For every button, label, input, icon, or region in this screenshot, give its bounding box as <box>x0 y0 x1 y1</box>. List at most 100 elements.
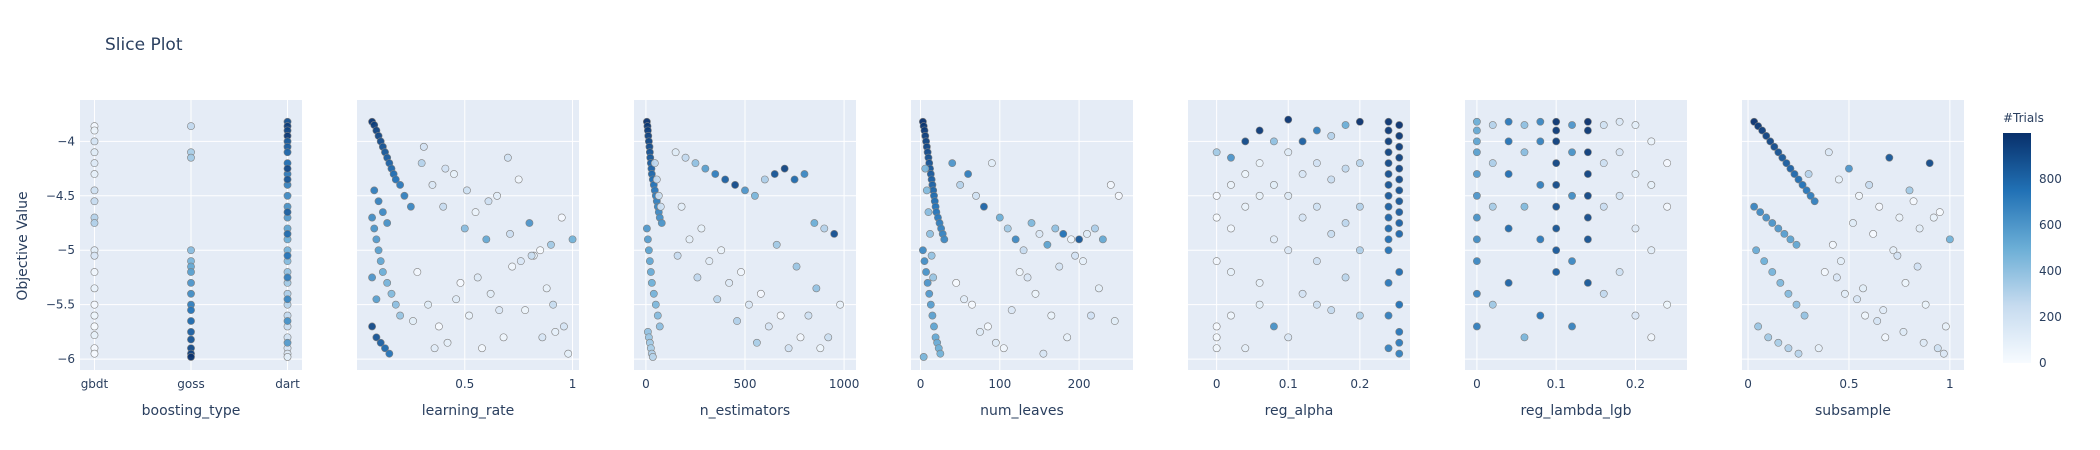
data-point <box>187 289 195 298</box>
data-point <box>976 327 984 336</box>
data-point <box>368 322 376 331</box>
subplot-n_estimators: 0 500 1000 n_estimators <box>634 100 859 419</box>
data-point <box>1631 121 1640 129</box>
data-point <box>1298 137 1307 146</box>
data-point <box>428 181 437 189</box>
data-point <box>1384 170 1393 178</box>
data-point <box>1384 181 1393 189</box>
data-point <box>923 279 932 287</box>
data-point <box>1941 322 1950 331</box>
data-point <box>1327 306 1336 315</box>
data-point <box>1504 224 1513 233</box>
data-point <box>764 322 773 331</box>
data-point <box>478 344 486 353</box>
data-point <box>1075 235 1083 244</box>
data-point <box>549 300 558 309</box>
data-point <box>1313 159 1321 168</box>
data-point <box>409 317 417 325</box>
data-point <box>745 300 753 309</box>
data-point <box>1007 306 1016 315</box>
data-point <box>772 240 781 249</box>
data-point <box>1647 181 1656 189</box>
data-point <box>1212 322 1221 331</box>
data-point <box>1774 148 1783 157</box>
data-point <box>187 353 195 361</box>
data-point <box>368 273 376 282</box>
data-point <box>1051 224 1060 233</box>
data-point <box>1384 159 1393 168</box>
x-axis-title: n_estimators <box>700 403 790 419</box>
data-point <box>424 300 433 309</box>
data-point <box>812 284 821 293</box>
data-point <box>1472 322 1481 331</box>
data-point <box>542 284 551 293</box>
data-point <box>960 295 969 304</box>
data-point <box>1384 311 1393 320</box>
data-point <box>1110 317 1119 325</box>
data-point <box>1853 295 1861 304</box>
data-point <box>387 289 396 298</box>
data-point <box>1806 191 1815 200</box>
subplot-reg_alpha: 0 0.1 0.2 reg_alpha <box>1188 100 1410 419</box>
data-point <box>1384 224 1393 233</box>
data-point <box>1810 197 1819 206</box>
data-point <box>1395 153 1404 162</box>
data-point <box>681 153 690 162</box>
data-point <box>1472 170 1481 178</box>
data-point <box>430 344 439 353</box>
colorbar-tick-label: 400 <box>2039 264 2062 278</box>
data-point <box>1768 268 1777 276</box>
data-point <box>1899 327 1908 336</box>
data-point <box>1828 240 1837 249</box>
data-point <box>1631 224 1640 233</box>
data-point <box>1313 202 1321 211</box>
data-point <box>1552 181 1561 189</box>
data-point <box>1663 202 1672 211</box>
data-point <box>1752 246 1761 255</box>
data-point <box>381 344 389 353</box>
data-point <box>1047 311 1056 320</box>
data-point <box>90 148 99 157</box>
data-point <box>376 338 385 347</box>
data-point <box>1536 311 1545 320</box>
data-point <box>1776 279 1785 287</box>
x-axis-title: boosting_type <box>142 403 241 419</box>
data-point <box>651 300 660 309</box>
data-point <box>721 175 730 184</box>
data-point <box>406 202 415 211</box>
data-point <box>187 153 195 162</box>
data-point <box>1395 132 1404 140</box>
y-tick-label: −5.5 <box>46 298 75 312</box>
data-point <box>713 295 722 304</box>
data-point <box>1114 191 1123 200</box>
data-point <box>1913 262 1922 271</box>
plot-area <box>1188 100 1410 370</box>
data-point <box>1814 344 1823 353</box>
data-point <box>918 246 927 255</box>
data-point <box>1879 306 1888 315</box>
data-point <box>1599 289 1608 298</box>
data-point <box>1227 181 1235 189</box>
data-point <box>1893 251 1902 260</box>
data-point <box>1472 137 1481 146</box>
data-point <box>1384 126 1393 135</box>
data-point <box>1083 230 1091 238</box>
data-point <box>1270 137 1278 146</box>
data-point <box>560 322 568 331</box>
data-point <box>927 251 936 260</box>
data-point <box>921 164 930 173</box>
data-point <box>1820 268 1829 276</box>
data-point <box>1384 279 1393 287</box>
data-point <box>1384 117 1393 126</box>
data-point <box>1384 191 1393 200</box>
data-point <box>187 335 195 344</box>
data-point <box>1583 191 1592 200</box>
data-point <box>919 353 928 361</box>
x-tick-label: dart <box>275 377 300 391</box>
data-point <box>90 219 99 227</box>
x-tick-label: 0.1 <box>1547 377 1566 391</box>
plot-area <box>911 100 1133 370</box>
data-point <box>1778 153 1787 162</box>
data-point <box>655 322 664 331</box>
data-point <box>928 311 937 320</box>
